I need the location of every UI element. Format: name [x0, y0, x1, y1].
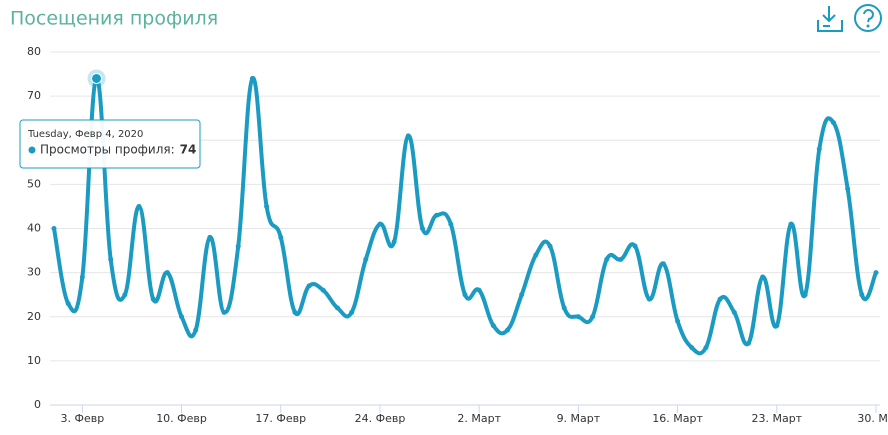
data-point: [731, 309, 737, 315]
data-point: [632, 243, 638, 249]
data-point: [249, 75, 255, 81]
y-tick-label: 70: [27, 89, 41, 102]
x-tick-label: 23. Март: [751, 412, 802, 425]
help-icon[interactable]: [854, 4, 882, 32]
chart-title: Посещения профиля: [10, 8, 218, 30]
data-point: [590, 314, 596, 320]
data-point: [873, 270, 879, 276]
data-point: [164, 270, 170, 276]
data-point: [377, 221, 383, 227]
y-tick-label: 40: [27, 222, 41, 235]
x-tick-label: 2. Март: [457, 412, 501, 425]
data-point: [179, 314, 185, 320]
y-tick-label: 10: [27, 354, 41, 367]
data-point: [207, 234, 213, 240]
data-point: [646, 296, 652, 302]
data-point: [306, 283, 312, 289]
data-point: [221, 309, 227, 315]
data-point: [760, 274, 766, 280]
data-point: [122, 292, 128, 298]
data-point: [533, 252, 539, 258]
data-point: [816, 146, 822, 152]
x-tick-label: 16. Март: [652, 412, 703, 425]
hover-point: [91, 72, 103, 84]
tooltip-date: Tuesday, Февр 4, 2020: [27, 129, 143, 140]
data-point: [604, 256, 610, 262]
data-point: [675, 318, 681, 324]
tooltip-box: [19, 119, 201, 169]
data-point: [235, 243, 241, 249]
data-point: [745, 340, 751, 346]
data-point: [391, 239, 397, 245]
tooltip-dot: [28, 146, 36, 154]
series-line: [52, 76, 878, 356]
download-icon[interactable]: [817, 6, 843, 32]
data-point: [405, 133, 411, 139]
x-tick-label: 24. Февр: [355, 412, 406, 425]
data-point: [278, 234, 284, 240]
data-point: [660, 261, 666, 267]
data-point: [476, 287, 482, 293]
data-point: [193, 327, 199, 333]
data-point: [618, 256, 624, 262]
data-point: [434, 212, 440, 218]
y-tick-label: 50: [27, 177, 41, 190]
x-tick-label: 9. Март: [557, 412, 601, 425]
data-point: [845, 186, 851, 192]
x-tick-label: 17. Февр: [255, 412, 306, 425]
tooltip-value: 74: [180, 143, 197, 157]
y-tick-label: 0: [34, 398, 41, 411]
data-point: [65, 301, 71, 307]
data-point: [264, 203, 270, 209]
x-tick-label: 3. Февр: [60, 412, 104, 425]
data-point: [547, 243, 553, 249]
data-point: [505, 327, 511, 333]
data-point: [292, 309, 298, 315]
data-point: [448, 221, 454, 227]
data-point: [349, 309, 355, 315]
data-point: [150, 296, 156, 302]
data-point: [51, 226, 57, 231]
data-point: [462, 292, 468, 298]
y-tick-label: 80: [27, 45, 41, 58]
data-point: [717, 296, 723, 302]
data-point: [802, 292, 808, 298]
data-point: [575, 314, 581, 320]
data-point: [519, 292, 525, 298]
data-point: [320, 287, 326, 293]
data-point: [79, 274, 85, 280]
data-point: [419, 226, 425, 231]
data-point: [108, 256, 114, 262]
x-tick-label: 30. Ма: [857, 412, 888, 425]
y-tick-label: 20: [27, 310, 41, 323]
data-point: [334, 305, 340, 311]
data-point: [703, 345, 709, 351]
y-tick-label: 30: [27, 266, 41, 279]
data-point: [136, 203, 142, 209]
data-point: [561, 305, 567, 311]
data-point: [490, 323, 496, 329]
data-point: [774, 323, 780, 329]
data-point: [830, 120, 836, 126]
data-point: [689, 345, 695, 351]
data-point: [363, 256, 369, 262]
tooltip-label: Просмотры профиля:: [40, 143, 175, 157]
x-tick-label: 10. Февр: [156, 412, 207, 425]
data-point: [788, 221, 794, 227]
data-point: [859, 292, 865, 298]
